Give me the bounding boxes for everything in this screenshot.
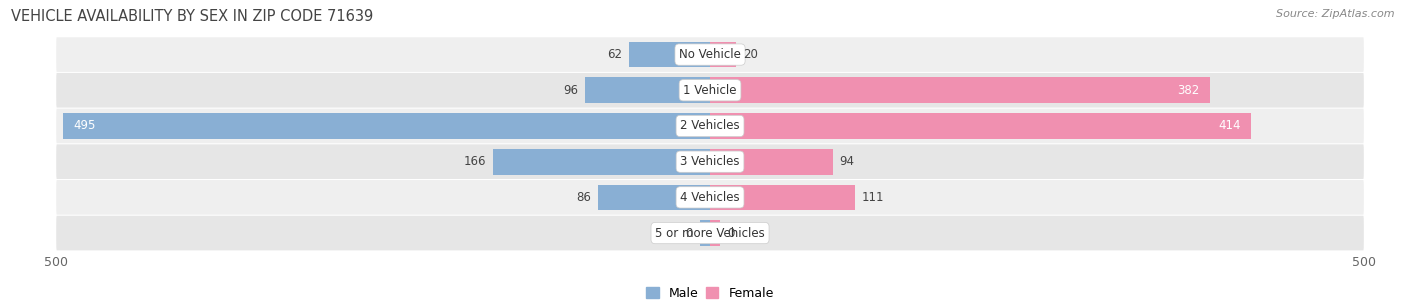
Bar (700, 220, 710, 246)
Text: 96: 96 (562, 84, 578, 97)
Text: 495: 495 (73, 119, 96, 132)
Text: 2 Vehicles: 2 Vehicles (681, 119, 740, 132)
Text: 0: 0 (727, 226, 734, 240)
Legend: Male, Female: Male, Female (641, 282, 779, 305)
Text: 94: 94 (839, 155, 855, 168)
FancyBboxPatch shape (56, 180, 1364, 215)
Bar (598, 185, 710, 210)
Text: VEHICLE AVAILABILITY BY SEX IN ZIP CODE 71639: VEHICLE AVAILABILITY BY SEX IN ZIP CODE … (11, 9, 374, 24)
FancyBboxPatch shape (56, 216, 1364, 250)
Bar (710, 42, 737, 67)
Bar (710, 77, 1209, 103)
Text: No Vehicle: No Vehicle (679, 48, 741, 61)
Text: 0: 0 (686, 226, 693, 240)
Text: 111: 111 (862, 191, 884, 204)
FancyBboxPatch shape (56, 109, 1364, 143)
Text: 382: 382 (1177, 84, 1199, 97)
Text: 166: 166 (464, 155, 486, 168)
Bar (710, 185, 855, 210)
FancyBboxPatch shape (56, 144, 1364, 179)
Text: 5 or more Vehicles: 5 or more Vehicles (655, 226, 765, 240)
Bar (585, 77, 710, 103)
Bar (710, 113, 1251, 139)
Bar (63, 113, 710, 139)
Text: 414: 414 (1219, 119, 1241, 132)
Bar (710, 149, 832, 174)
FancyBboxPatch shape (56, 73, 1364, 108)
Text: 4 Vehicles: 4 Vehicles (681, 191, 740, 204)
FancyBboxPatch shape (56, 37, 1364, 72)
Bar (710, 220, 720, 246)
Text: 86: 86 (576, 191, 591, 204)
Bar (494, 149, 710, 174)
Text: 20: 20 (742, 48, 758, 61)
Text: 3 Vehicles: 3 Vehicles (681, 155, 740, 168)
Text: 1 Vehicle: 1 Vehicle (683, 84, 737, 97)
Text: Source: ZipAtlas.com: Source: ZipAtlas.com (1277, 9, 1395, 19)
Bar (628, 42, 710, 67)
Text: 62: 62 (607, 48, 623, 61)
